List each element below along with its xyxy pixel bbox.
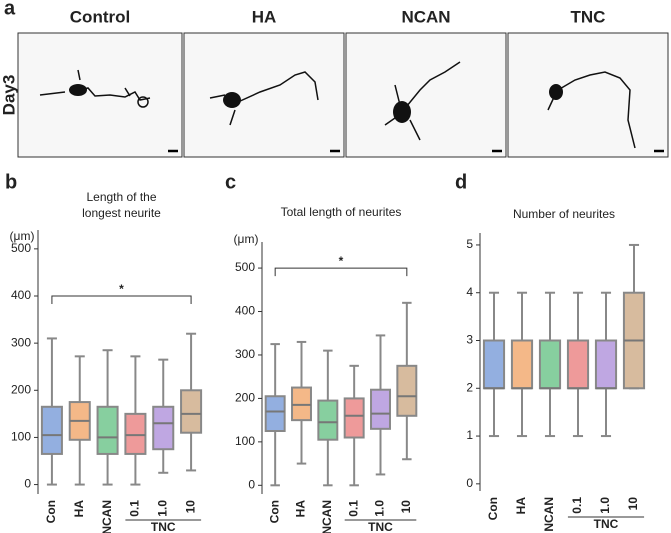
x-tick-label: Con bbox=[267, 500, 281, 523]
box bbox=[124, 412, 147, 455]
micrograph bbox=[183, 32, 345, 158]
neuron bbox=[549, 84, 563, 100]
neuron bbox=[69, 84, 87, 96]
box bbox=[343, 397, 365, 439]
panel-label: d bbox=[455, 171, 467, 193]
x-tick-label: 1.0 bbox=[598, 497, 612, 514]
y-tick-label: 500 bbox=[235, 260, 255, 274]
x-tick-label: 1.0 bbox=[373, 500, 387, 517]
y-tick-label: 0 bbox=[248, 477, 255, 491]
chart-title: longest neurite bbox=[82, 206, 161, 220]
x-tick-label: NCAN bbox=[542, 497, 556, 532]
box bbox=[152, 405, 175, 451]
y-tick-label: 400 bbox=[235, 304, 255, 318]
x-tick-label: HA bbox=[514, 497, 528, 515]
x-tick-label: 10 bbox=[626, 497, 640, 511]
row-label: Day3 bbox=[0, 75, 18, 116]
significance-label: * bbox=[339, 254, 344, 268]
box bbox=[538, 339, 562, 390]
y-tick-label: 0 bbox=[466, 476, 473, 490]
x-tick-label: HA bbox=[72, 500, 86, 518]
box bbox=[40, 405, 63, 455]
significance-bracket bbox=[274, 267, 408, 277]
y-unit: (μm) bbox=[234, 232, 259, 246]
y-tick-label: 100 bbox=[11, 430, 31, 444]
x-tick-label: NCAN bbox=[320, 500, 334, 533]
neuron bbox=[209, 71, 319, 126]
y-tick-label: 200 bbox=[11, 382, 31, 396]
y-tick-label: 500 bbox=[11, 241, 31, 255]
y-tick-label: 3 bbox=[466, 333, 473, 347]
x-tick-label: 0.1 bbox=[570, 497, 584, 514]
neuron bbox=[39, 69, 151, 101]
y-tick-label: 0 bbox=[24, 477, 31, 491]
chart-title: Number of neurites bbox=[513, 207, 615, 221]
x-tick-label: 0.1 bbox=[128, 500, 142, 517]
x-tick-label: 10 bbox=[399, 500, 413, 514]
chart-title: Total length of neurites bbox=[281, 205, 402, 219]
x-tick-label: Con bbox=[44, 500, 58, 523]
y-tick-label: 1 bbox=[466, 428, 473, 442]
y-tick-label: 200 bbox=[235, 391, 255, 405]
box bbox=[180, 389, 203, 434]
box bbox=[482, 339, 506, 390]
condition-label: HA bbox=[252, 7, 277, 26]
micrograph bbox=[507, 32, 669, 158]
neuron bbox=[223, 92, 241, 108]
neuron bbox=[393, 101, 411, 123]
neuron bbox=[137, 96, 149, 108]
x-tick-label: 0.1 bbox=[346, 500, 360, 517]
box bbox=[594, 339, 618, 390]
x-tick-label: NCAN bbox=[100, 500, 114, 533]
significance-label: * bbox=[119, 282, 124, 296]
neuron bbox=[384, 61, 461, 141]
group-label: TNC bbox=[594, 517, 619, 531]
condition-label: Control bbox=[70, 7, 130, 26]
y-tick-label: 5 bbox=[466, 237, 473, 251]
y-tick-label: 400 bbox=[11, 288, 31, 302]
y-tick-label: 100 bbox=[235, 434, 255, 448]
micrograph bbox=[345, 32, 507, 158]
box bbox=[566, 339, 590, 390]
condition-label: NCAN bbox=[401, 7, 450, 26]
chart-title: Length of the bbox=[86, 190, 156, 204]
box bbox=[96, 405, 119, 455]
group-label: TNC bbox=[151, 520, 176, 533]
panel-label: b bbox=[5, 171, 17, 193]
group-label: TNC bbox=[368, 520, 393, 533]
box bbox=[291, 386, 312, 422]
y-tick-label: 2 bbox=[466, 380, 473, 394]
y-tick-label: 300 bbox=[11, 335, 31, 349]
y-tick-label: 300 bbox=[235, 347, 255, 361]
y-unit: (μm) bbox=[10, 229, 35, 243]
box bbox=[396, 364, 418, 417]
box bbox=[264, 395, 286, 433]
box bbox=[317, 399, 339, 441]
box bbox=[510, 339, 534, 390]
condition-label: TNC bbox=[571, 7, 606, 26]
panel-label: a bbox=[4, 0, 16, 19]
micrographs bbox=[17, 32, 669, 158]
panel-label: c bbox=[225, 171, 236, 193]
x-tick-label: Con bbox=[486, 497, 500, 520]
significance-bracket bbox=[51, 295, 192, 304]
y-tick-label: 4 bbox=[466, 285, 473, 299]
box bbox=[370, 388, 391, 430]
x-tick-label: HA bbox=[294, 500, 308, 518]
x-tick-label: 10 bbox=[183, 500, 197, 514]
x-tick-label: 1.0 bbox=[155, 500, 169, 517]
